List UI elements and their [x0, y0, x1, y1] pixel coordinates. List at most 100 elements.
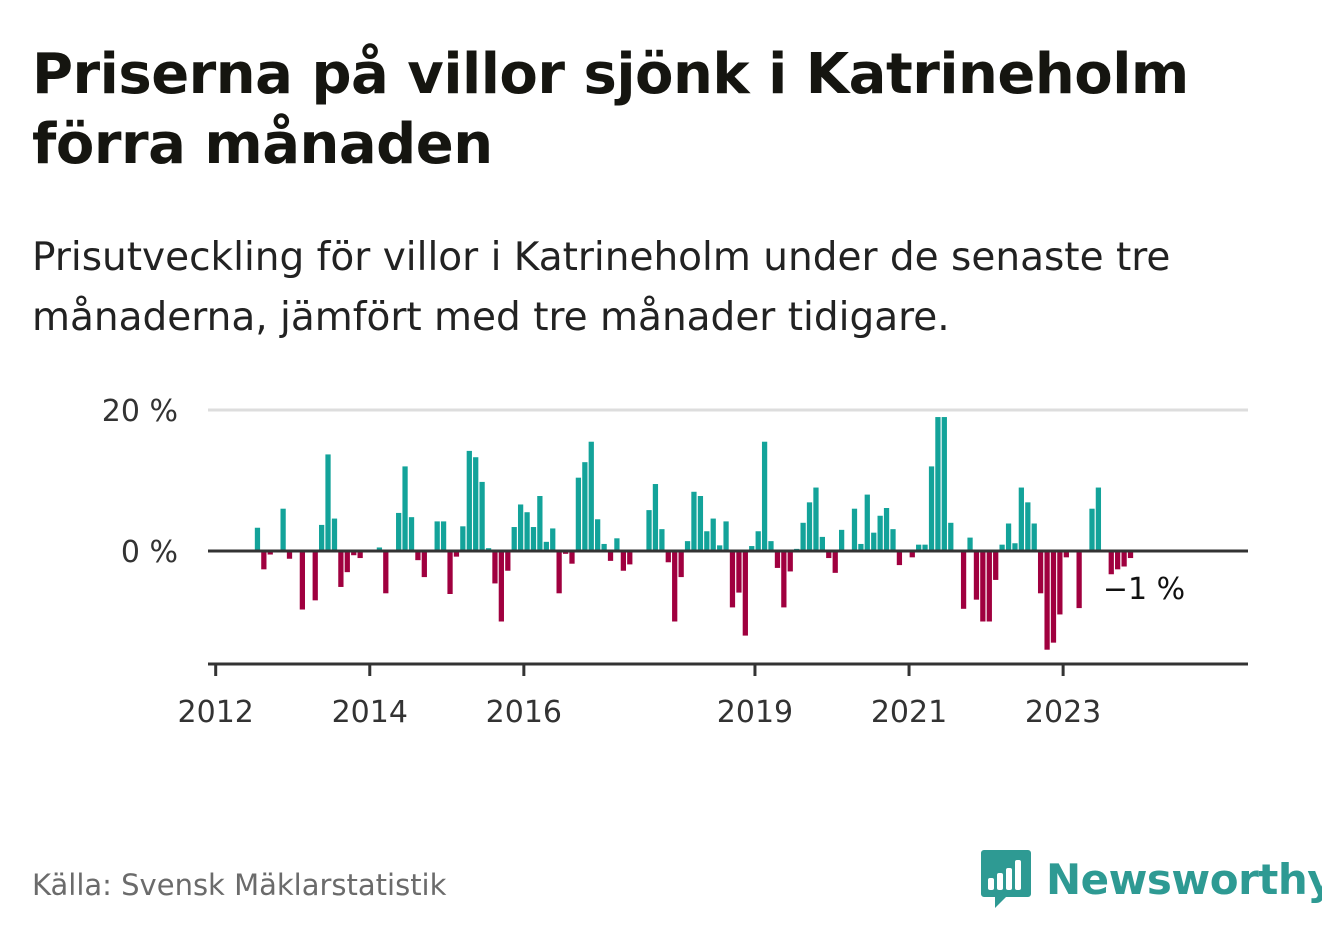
bar	[280, 508, 286, 551]
x-tick-label: 2014	[332, 695, 408, 730]
bar	[550, 528, 556, 551]
bar	[960, 551, 967, 609]
bar	[967, 537, 973, 551]
bar	[864, 494, 870, 551]
bar	[742, 551, 748, 636]
bar	[530, 527, 537, 551]
bar	[697, 496, 704, 551]
bar	[704, 531, 710, 551]
bar	[768, 541, 774, 551]
bar	[402, 466, 408, 551]
bar	[883, 508, 890, 551]
bar	[575, 477, 582, 551]
bar	[479, 481, 485, 551]
bar	[473, 457, 479, 551]
bar	[511, 527, 517, 551]
bar	[344, 551, 350, 573]
bar	[672, 551, 678, 622]
bar	[826, 551, 832, 559]
bar	[1057, 551, 1063, 615]
bar	[896, 551, 903, 566]
bar	[261, 551, 267, 570]
bar	[890, 529, 896, 551]
source-note: Källa: Svensk Mäklarstatistik	[32, 868, 447, 902]
bar	[517, 504, 524, 551]
bar	[800, 522, 806, 551]
bar	[1037, 551, 1044, 594]
bar	[736, 551, 742, 593]
bar	[1012, 543, 1018, 551]
bar	[1089, 508, 1095, 551]
bar	[1115, 551, 1121, 570]
bar	[993, 551, 999, 580]
bar	[1025, 502, 1031, 551]
bar	[351, 551, 357, 556]
bar	[646, 510, 652, 551]
bar	[607, 551, 614, 561]
bar	[524, 512, 530, 551]
bar	[986, 551, 992, 622]
bar	[588, 441, 594, 551]
bar	[1108, 551, 1114, 575]
bar	[569, 551, 575, 564]
bar	[684, 541, 691, 551]
y-tick-label: 20 %	[102, 394, 178, 429]
bar	[447, 551, 453, 594]
newsworthy-logo[interactable]: Newsworthy	[980, 848, 1322, 910]
bar	[537, 496, 543, 551]
bar	[1050, 551, 1057, 643]
bar	[1018, 487, 1024, 551]
bar	[1031, 523, 1037, 551]
bar	[338, 551, 344, 587]
bar	[319, 524, 325, 551]
bar	[787, 551, 793, 572]
bar	[1044, 551, 1050, 650]
bar	[331, 518, 338, 551]
bar	[832, 551, 838, 573]
bar	[755, 531, 761, 551]
bar	[806, 502, 813, 551]
bar	[434, 521, 440, 551]
bar	[383, 551, 389, 594]
bar	[325, 454, 331, 551]
bar	[980, 551, 986, 622]
bar	[601, 543, 607, 551]
bar	[543, 541, 549, 551]
bar	[312, 551, 318, 601]
bar	[595, 519, 601, 551]
bar	[710, 518, 716, 551]
bar	[498, 551, 504, 622]
bar	[1121, 551, 1127, 567]
x-tick-label: 2012	[178, 695, 254, 730]
bar	[819, 536, 825, 551]
y-tick-label: 0 %	[121, 535, 178, 570]
bar	[267, 551, 273, 555]
bar	[627, 551, 633, 565]
bar	[614, 538, 620, 551]
x-tick-label: 2023	[1025, 695, 1101, 730]
bar	[729, 551, 736, 608]
bar	[717, 545, 723, 551]
bar	[357, 551, 363, 559]
brand-name: Newsworthy	[1046, 854, 1322, 904]
bar	[877, 515, 883, 551]
bar	[460, 526, 466, 551]
bar	[781, 551, 787, 608]
bar	[440, 521, 447, 551]
bar	[909, 551, 915, 558]
x-tick-label: 2019	[717, 695, 793, 730]
bar	[916, 544, 922, 551]
bar	[1005, 523, 1012, 551]
bar	[408, 517, 415, 551]
bar	[858, 543, 864, 551]
bar	[723, 521, 729, 551]
bar	[659, 529, 665, 551]
bar	[871, 532, 877, 551]
bar	[678, 551, 684, 578]
bar-chart: 0 % 20 % 2012 2014 2016 2019 2021 2023 −1 %	[102, 394, 1248, 730]
bar	[948, 522, 954, 551]
bar	[652, 484, 659, 551]
bar	[254, 527, 261, 551]
bar	[620, 551, 627, 571]
bar	[1095, 487, 1102, 551]
